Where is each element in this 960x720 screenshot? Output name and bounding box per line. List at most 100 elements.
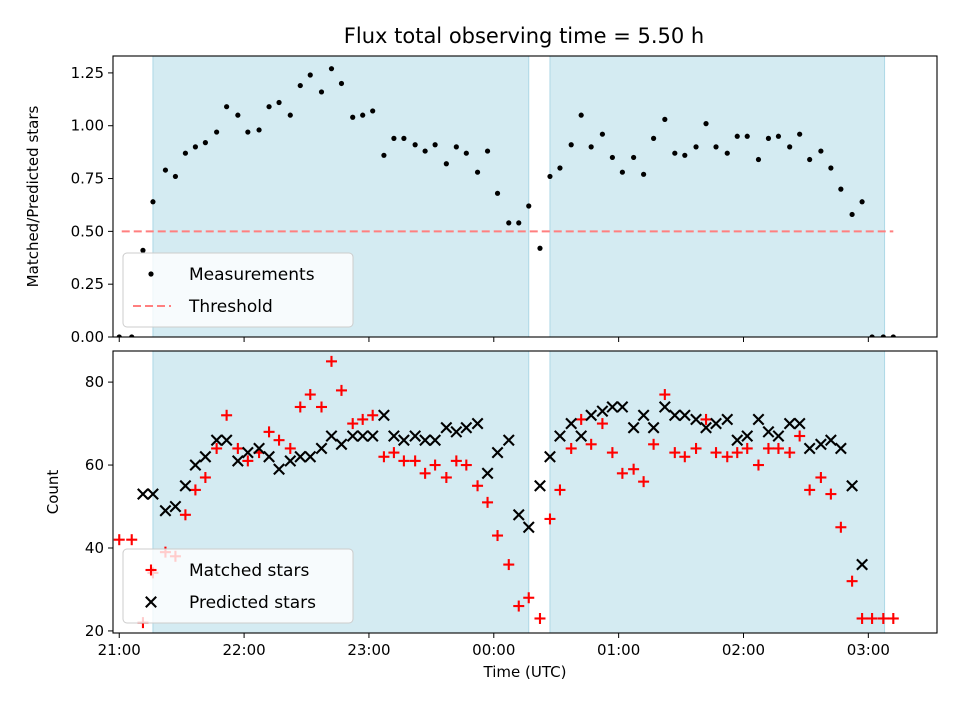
data-point: [575, 413, 587, 425]
data-point: [419, 467, 431, 479]
data-point: [232, 442, 244, 454]
data-point: [793, 417, 806, 430]
data-points: [116, 66, 896, 337]
legend-marker: [148, 271, 154, 277]
data-point: [557, 165, 563, 171]
data-point: [544, 513, 556, 525]
data-point: [388, 447, 400, 459]
data-point: [453, 144, 459, 150]
data-point: [159, 504, 172, 517]
data-point: [484, 148, 491, 154]
y-tick-label: 1.00: [71, 117, 104, 135]
x-tick-label: 01:00: [597, 641, 640, 659]
axes-frame: [112, 55, 938, 338]
data-point: [450, 425, 463, 438]
data-point: [880, 334, 886, 337]
data-point: [463, 150, 469, 156]
data-point: [429, 459, 441, 471]
data-point: [658, 401, 671, 413]
data-point: [794, 430, 806, 442]
data-point: [616, 401, 629, 413]
data-point: [741, 442, 753, 454]
x-tick-label: 02:00: [722, 641, 765, 659]
data-point: [534, 612, 546, 624]
data-point: [325, 430, 338, 442]
data-point: [765, 135, 772, 141]
data-point: [775, 133, 782, 139]
data-point: [263, 450, 276, 463]
data-point: [648, 438, 660, 450]
data-point: [784, 447, 796, 459]
data-point: [113, 534, 125, 546]
data-point: [631, 154, 637, 161]
data-point: [846, 479, 859, 492]
data-point: [294, 450, 307, 463]
data-point: [678, 409, 691, 422]
data-point: [378, 451, 390, 463]
data-point: [513, 600, 525, 612]
data-point: [849, 211, 855, 218]
data-point: [460, 421, 473, 434]
data-point: [347, 418, 359, 430]
data-point: [554, 484, 566, 496]
data-points: [113, 355, 899, 629]
data-point: [192, 144, 198, 150]
data-point: [721, 451, 733, 463]
data-point: [866, 612, 878, 624]
data-point: [741, 430, 754, 442]
legend-label: Measurements: [189, 265, 315, 285]
data-point: [172, 173, 179, 180]
data-point: [669, 447, 681, 459]
data-point: [318, 89, 325, 95]
data-point: [647, 421, 660, 434]
data-point: [294, 401, 306, 413]
data-point: [231, 454, 244, 467]
data-point: [140, 247, 146, 253]
data-point: [807, 156, 813, 163]
data-point: [276, 99, 282, 106]
data-point: [360, 112, 366, 118]
data-point: [668, 409, 681, 422]
data-point: [797, 131, 803, 137]
data-point: [199, 471, 211, 483]
data-point: [721, 413, 734, 426]
x-axis-label: Time (UTC): [483, 663, 567, 681]
data-point: [544, 450, 556, 463]
data-point: [803, 442, 816, 455]
data-point: [304, 450, 317, 463]
data-point: [199, 450, 212, 463]
data-point: [391, 135, 397, 141]
data-point: [491, 446, 504, 459]
data-point: [565, 442, 577, 454]
data-point: [662, 116, 668, 122]
data-point: [366, 430, 379, 442]
data-point: [783, 417, 796, 430]
data-point: [162, 167, 169, 173]
data-point: [599, 131, 606, 137]
data-point: [284, 442, 296, 454]
data-point: [335, 384, 347, 396]
data-point: [713, 144, 719, 150]
data-point: [522, 521, 535, 534]
data-point: [606, 447, 618, 459]
data-point: [762, 425, 775, 438]
data-point: [638, 476, 650, 488]
data-point: [328, 66, 335, 72]
data-point: [731, 434, 744, 447]
data-point: [516, 220, 522, 226]
data-point: [287, 112, 293, 118]
data-point: [419, 434, 432, 447]
data-point: [126, 534, 138, 546]
legend-label: Predicted stars: [189, 593, 316, 613]
x-tick-label: 23:00: [347, 641, 390, 659]
data-point: [690, 413, 702, 426]
data-point: [752, 413, 765, 426]
data-point: [202, 140, 208, 146]
data-point: [772, 430, 785, 442]
y-tick-label: 0.25: [71, 275, 104, 293]
data-point: [596, 405, 609, 418]
data-point: [422, 148, 428, 154]
data-point: [256, 127, 262, 133]
data-point: [356, 430, 369, 442]
data-point: [401, 135, 407, 141]
